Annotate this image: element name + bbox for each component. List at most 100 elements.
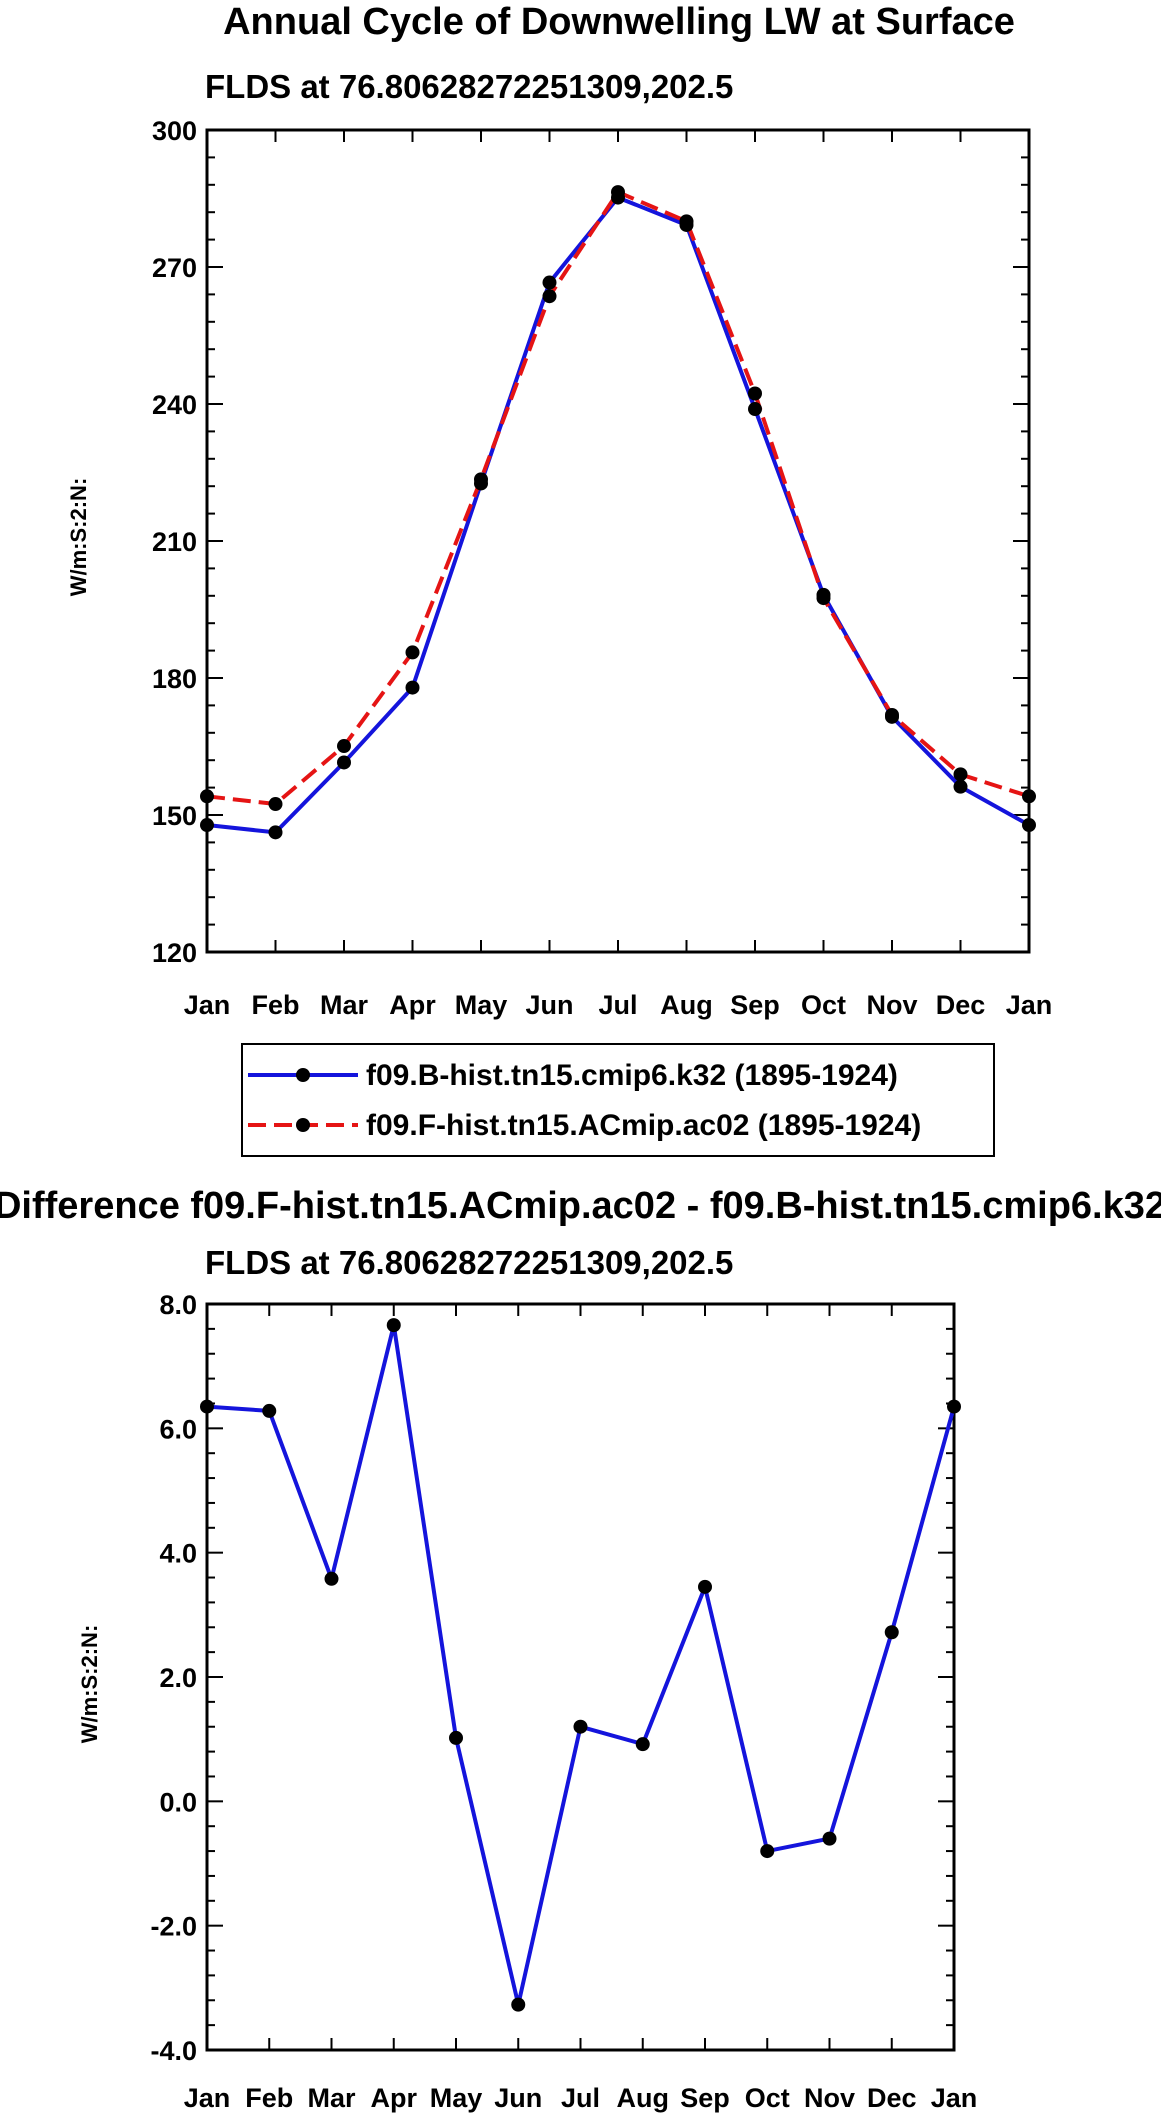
y-tick-label: -4.0 [150,2036,197,2066]
y-tick-label: 8.0 [159,1290,197,1320]
data-point-1 [386,1318,401,1333]
tick-labels: Jan Feb Mar Apr May Jun Jul Aug Sep Oct Nov Dec Jan -… [150,1290,977,2113]
data-point-1 [324,1571,339,1586]
y-tick-label: 150 [152,801,197,831]
legend-label-series-1: f09.B-hist.tn15.cmip6.k32 (1895-1924) [366,1059,898,1092]
data-point-1 [405,680,420,695]
data-point-1 [511,1997,526,2012]
x-tick-label: Jul [598,990,637,1020]
legend-box [241,1043,995,1157]
data-point-2 [611,185,625,200]
panel-annual-cycle: Annual Cycle of Downwelling LW at Surfac… [66,1,1052,1157]
data-point-2 [679,214,694,229]
series-layer [200,185,1036,840]
legend-marker-series-2 [296,1118,310,1132]
x-tick-label: Jan [931,2083,978,2113]
data-point-2 [474,472,488,487]
x-tick-label: Apr [389,990,436,1020]
data-point-1 [268,825,283,840]
data-point-2 [542,289,557,304]
y-tick-label: -2.0 [150,1912,197,1942]
x-tick-label: Jul [561,2083,600,2113]
tick-labels: Jan Feb Mar Apr May Jun Jul Aug Sep Oct Nov Dec Jan 1… [152,116,1052,1020]
x-tick-label: May [455,990,508,1020]
x-tick-label: Nov [866,990,917,1020]
x-tick-label: Feb [251,990,299,1020]
series-line-1 [206,1323,956,2007]
x-tick-label: Sep [680,2083,730,2113]
y-tick-label: 6.0 [159,1414,197,1444]
x-tick-label: Mar [320,990,369,1020]
data-point-2 [200,789,214,804]
y-tick-label: 270 [152,253,197,283]
x-tick-label: Feb [245,2083,293,2113]
data-point-1 [573,1719,588,1734]
data-point-1 [200,818,214,833]
y-tick-label: 210 [152,527,197,557]
x-tick-label: Dec [936,990,986,1020]
y-tick-label: 2.0 [159,1663,197,1693]
series-line-1 [206,195,1030,835]
plot-frame [205,128,1031,954]
x-tick-label: Aug [617,2083,669,2113]
y-tick-label: 4.0 [159,1539,197,1569]
panel-difference: Difference f09.F-hist.tn15.ACmip.ac02 - … [0,1185,1161,2113]
data-point-2 [885,707,899,722]
x-tick-label: Oct [745,2083,790,2113]
data-point-1 [698,1579,712,1594]
x-tick-label: Jun [525,990,573,1020]
data-point-2 [268,797,283,812]
data-point-1 [884,1625,899,1640]
x-tick-label: Jun [494,2083,542,2113]
x-tick-label: Jan [184,990,231,1020]
chart-subtitle: FLDS at 76.80628272251309,202.5 [205,1244,733,1281]
y-tick-label: 240 [152,390,197,420]
data-point-1 [1022,818,1036,833]
data-point-2 [405,645,420,660]
data-point-1 [200,1399,214,1414]
data-point-1 [262,1403,277,1418]
y-axis-label: W/m:S:2:N: [66,478,91,597]
series-layer [200,1318,961,2012]
x-tick-label: Nov [804,2083,855,2113]
legend-label-series-2: f09.F-hist.tn15.ACmip.ac02 (1895-1924) [366,1109,921,1142]
chart-title: Difference f09.F-hist.tn15.ACmip.ac02 - … [0,1185,1161,1227]
data-point-1 [822,1831,837,1846]
x-tick-label: Jan [184,2083,231,2113]
data-point-2 [953,767,968,782]
x-tick-label: Dec [867,2083,917,2113]
axis-ticks [206,129,1030,953]
data-point-1 [337,755,351,770]
data-point-1 [635,1737,650,1752]
plot-frame [205,1302,956,2052]
chart-title: Annual Cycle of Downwelling LW at Surfac… [223,1,1015,43]
data-point-1 [449,1730,463,1745]
y-tick-label: 300 [152,116,197,146]
axis-ticks [206,1303,955,2051]
legend-marker-series-1 [296,1068,310,1082]
data-point-2 [1022,789,1036,804]
legend: f09.B-hist.tn15.cmip6.k32 (1895-1924) f0… [241,1043,995,1157]
data-point-1 [760,1844,775,1859]
y-tick-label: 180 [152,664,197,694]
y-tick-label: 120 [152,938,197,968]
x-tick-label: May [430,2083,483,2113]
series-line-2 [206,190,1030,806]
data-point-1 [953,779,968,794]
x-tick-label: Oct [801,990,846,1020]
data-point-1 [748,402,762,417]
x-tick-label: Aug [660,990,712,1020]
data-point-2 [748,386,762,401]
y-axis-label: W/m:S:2:N: [77,1625,102,1744]
data-point-1 [542,275,557,290]
data-point-1 [947,1399,961,1414]
x-tick-label: Jan [1006,990,1053,1020]
y-tick-label: 0.0 [159,1787,197,1817]
data-point-2 [816,591,831,606]
chart-subtitle: FLDS at 76.80628272251309,202.5 [205,68,733,105]
data-point-2 [337,739,351,754]
x-tick-label: Mar [307,2083,356,2113]
x-tick-label: Apr [371,2083,418,2113]
x-tick-label: Sep [730,990,780,1020]
